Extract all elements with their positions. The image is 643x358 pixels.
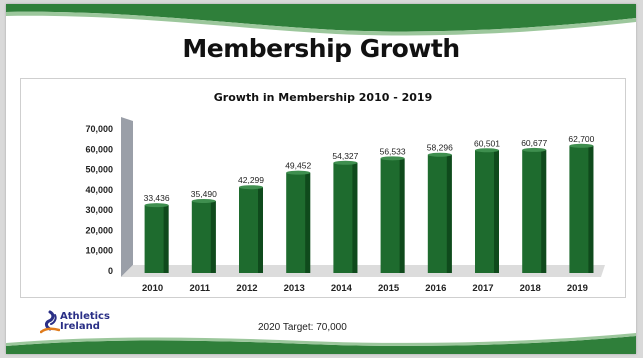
data-label: 62,700 (568, 134, 594, 144)
athletics-ireland-logo: Athletics Ireland (40, 310, 150, 336)
bar-shade (399, 158, 405, 273)
data-label: 60,677 (521, 138, 547, 148)
bar-shade (210, 201, 216, 273)
x-tick-label: 2011 (189, 283, 210, 294)
x-tick-label: 2015 (378, 283, 400, 294)
bar-top (144, 203, 169, 208)
target-note: 2020 Target: 70,000 (258, 322, 347, 333)
bottom-wave-decoration (6, 333, 636, 354)
y-tick-label: 30,000 (85, 205, 113, 215)
runner-logo-icon (40, 310, 60, 334)
x-tick-label: 2012 (236, 283, 257, 294)
data-label: 49,452 (285, 161, 311, 171)
y-tick-label: 0 (108, 266, 113, 276)
x-tick-label: 2019 (567, 283, 588, 294)
x-tick-label: 2013 (284, 283, 305, 294)
bar-shade (258, 187, 263, 273)
data-label: 60,501 (474, 138, 500, 148)
bar-top (475, 148, 499, 153)
y-tick-label: 70,000 (85, 124, 113, 134)
data-label: 33,436 (144, 193, 170, 203)
y-tick-label: 50,000 (85, 165, 113, 175)
slide-title: Membership Growth (182, 34, 460, 63)
bar-shade (352, 162, 358, 273)
x-tick-label: 2010 (142, 283, 163, 294)
chart-container: Growth in Membership 2010 - 2019 0 10,000 2… (20, 78, 626, 298)
data-label: 58,296 (427, 143, 453, 153)
bar-shade (494, 150, 499, 273)
x-tick-label: 2016 (425, 283, 446, 294)
bar-shade (446, 154, 452, 273)
data-label: 42,299 (238, 175, 264, 185)
x-tick-label: 2018 (520, 283, 541, 294)
bar-top (427, 152, 452, 157)
x-tick-label: 2017 (472, 283, 493, 294)
data-label: 56,533 (380, 146, 406, 156)
y-tick-label: 20,000 (85, 225, 113, 235)
bar-shade (305, 172, 311, 273)
logo-line-2: Ireland (60, 321, 100, 332)
data-label: 35,490 (191, 189, 217, 199)
slide: Membership Growth Growth in Membership 2… (6, 4, 636, 354)
chart-side-wall (121, 117, 133, 277)
top-wave-decoration (6, 4, 636, 36)
bar-top (522, 147, 547, 152)
bar-top (191, 199, 216, 204)
chart-title: Growth in Membership 2010 - 2019 (214, 91, 432, 104)
bar-top (239, 185, 263, 190)
x-tick-label: 2014 (331, 283, 353, 294)
y-tick-label: 40,000 (85, 185, 113, 195)
bar-chart: Growth in Membership 2010 - 2019 0 10,000 2… (85, 91, 605, 294)
bar-shade (588, 145, 594, 273)
bar-shade (163, 205, 169, 273)
bar-top (569, 143, 594, 148)
logo-line-1: Athletics (60, 311, 110, 322)
bar-top (333, 160, 358, 165)
y-tick-label: 10,000 (85, 246, 113, 256)
bar-shade (541, 149, 547, 273)
logo-text: Athletics Ireland (60, 312, 110, 332)
data-label: 54,327 (332, 151, 358, 161)
y-tick-label: 60,000 (85, 144, 113, 154)
bar-top (286, 170, 311, 175)
bar-top (380, 156, 405, 161)
